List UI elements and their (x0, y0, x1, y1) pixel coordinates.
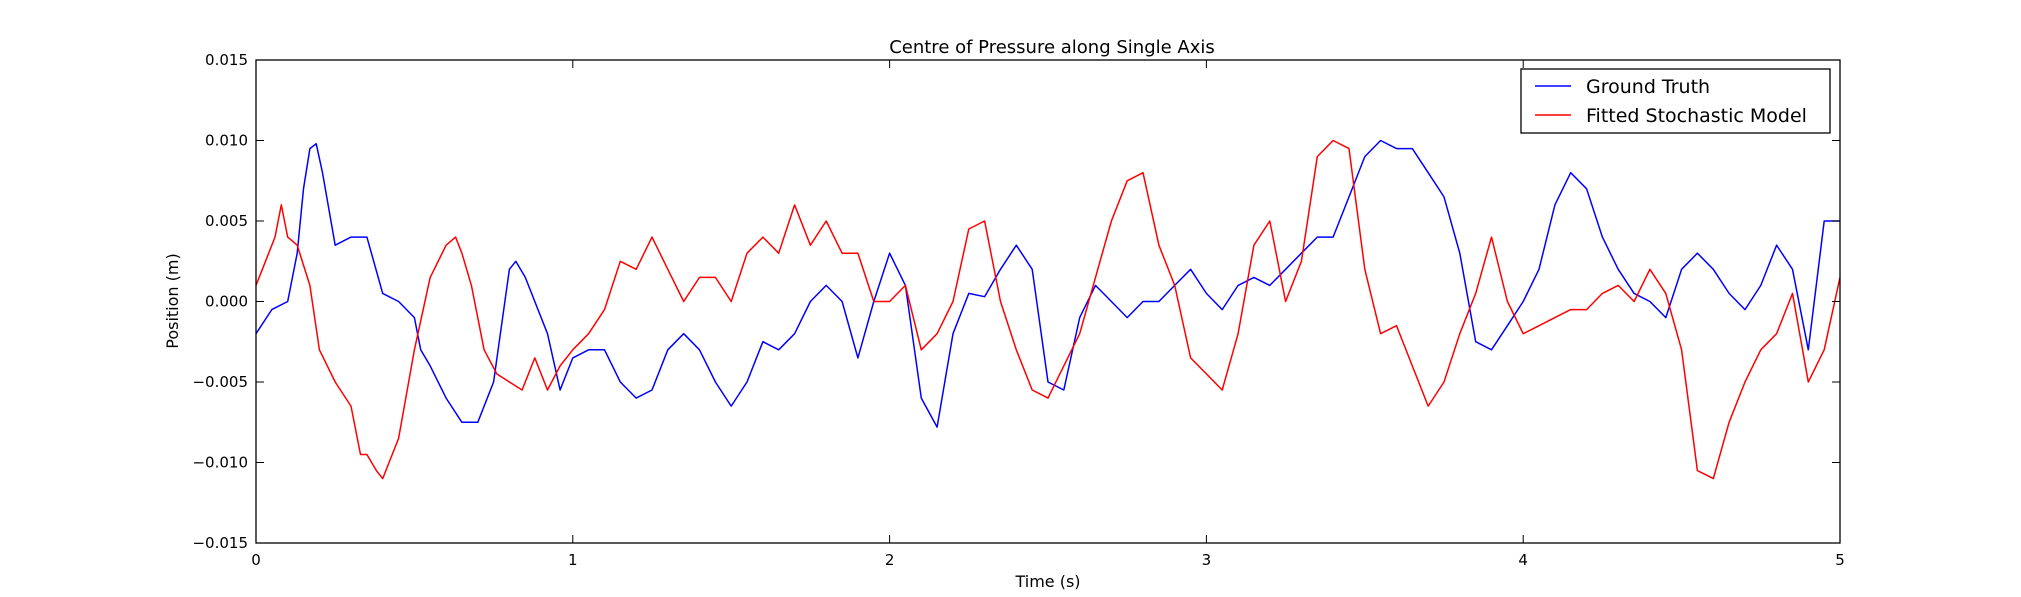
series-line-ground-truth (255, 139, 1840, 428)
series-lines (255, 139, 1841, 480)
y-tick-label: 0.000 (205, 293, 248, 311)
y-tick-label: 0.015 (205, 51, 248, 69)
y-tick-label: 0.005 (205, 212, 248, 230)
axis-ticks: 0 1 2 3 4 5 −0.015 −0.010 −0.005 0.000 0.005 0.010 0… (192, 51, 1844, 569)
plot-area: 0 1 2 3 4 5 −0.015 −0.010 −0.005 0.000 0.005 0.010 0… (192, 51, 1844, 569)
chart-title: Centre of Pressure along Single Axis (889, 37, 1215, 58)
x-tick-label: 2 (885, 551, 895, 569)
x-tick-label: 0 (251, 551, 261, 569)
legend-label-fitted-stochastic-model: Fitted Stochastic Model (1586, 105, 1807, 127)
x-tick-label: 5 (1835, 551, 1845, 569)
y-tick-label: −0.010 (192, 454, 248, 472)
series-line-fitted-stochastic-model (255, 139, 1841, 480)
legend: Ground Truth Fitted Stochastic Model (1520, 68, 1831, 134)
y-tick-label: −0.005 (192, 373, 248, 391)
x-axis-label: Time (s) (1014, 572, 1080, 591)
x-tick-label: 3 (1202, 551, 1212, 569)
y-tick-label: 0.010 (205, 132, 248, 150)
legend-box (1520, 68, 1831, 134)
x-tick-label: 4 (1518, 551, 1528, 569)
y-axis-label: Position (m) (163, 253, 182, 348)
legend-label-ground-truth: Ground Truth (1586, 76, 1710, 98)
x-tick-label: 1 (568, 551, 578, 569)
y-tick-label: −0.015 (192, 534, 248, 552)
